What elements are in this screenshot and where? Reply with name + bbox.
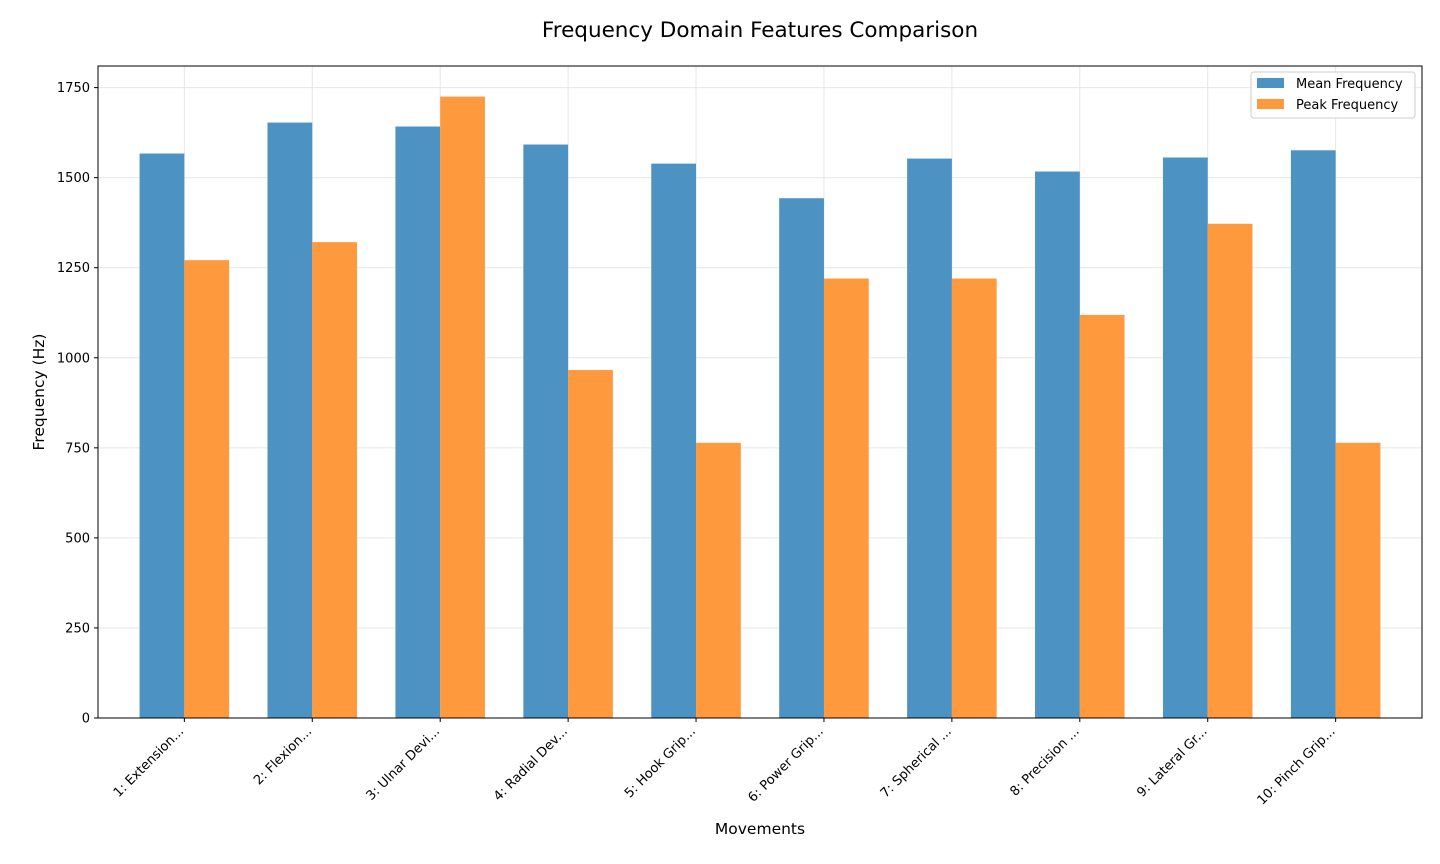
x-tick-label: 5: Hook Grip...	[622, 724, 699, 801]
legend-label-mean: Mean Frequency	[1296, 77, 1403, 92]
y-tick-label: 1750	[57, 81, 90, 96]
plot-area-frame	[97, 65, 1423, 719]
y-axis: 0 250 500 750 1000 1250 1500 1750	[57, 81, 98, 727]
x-tick-label: 6: Power Grip...	[746, 724, 827, 805]
peak-frequency-bar	[951, 278, 997, 718]
peak-frequency-bar	[568, 370, 613, 718]
mean-frequency-bar	[139, 153, 185, 719]
x-axis-title: Movements	[715, 820, 805, 838]
x-tick-label: 3: Ulnar Devi...	[364, 724, 443, 803]
legend-swatch-mean	[1257, 78, 1284, 88]
y-tick-label: 0	[82, 712, 90, 727]
peak-frequency-bar	[696, 442, 741, 718]
peak-frequency-bar	[1079, 314, 1125, 718]
peak-frequency-bar	[1335, 442, 1381, 718]
x-axis: 1: Extension... 2: Flexion... 3: Ulnar Dev…	[111, 718, 1339, 808]
mean-frequency-bar	[1290, 150, 1336, 718]
y-tick-label: 1500	[57, 171, 90, 186]
y-tick-label: 1000	[57, 351, 90, 366]
bars	[139, 96, 1381, 719]
mean-frequency-bar	[395, 126, 441, 718]
y-tick-label: 1250	[57, 261, 90, 276]
y-tick-label: 750	[65, 441, 90, 456]
peak-frequency-bar	[823, 278, 869, 718]
legend: Mean Frequency Peak Frequency	[1250, 71, 1416, 119]
mean-frequency-bar	[267, 122, 313, 719]
legend-label-peak: Peak Frequency	[1296, 98, 1398, 113]
peak-frequency-bar	[184, 260, 230, 718]
mean-frequency-bar	[651, 163, 697, 719]
y-tick-label: 500	[65, 531, 90, 546]
x-tick-label: 10: Pinch Grip...	[1255, 724, 1339, 808]
x-tick-label: 7: Spherical ...	[878, 724, 955, 801]
peak-frequency-bar	[1207, 223, 1253, 718]
peak-frequency-bar	[312, 242, 358, 718]
legend-box	[1250, 71, 1416, 119]
mean-frequency-bar	[523, 144, 569, 718]
x-tick-label: 2: Flexion...	[251, 724, 315, 788]
legend-swatch-peak	[1257, 99, 1284, 109]
x-tick-label: 9: Lateral Gr...	[1134, 724, 1210, 800]
peak-frequency-bar	[440, 96, 485, 719]
x-tick-label: 8: Precision ...	[1007, 724, 1082, 799]
mean-frequency-bar	[779, 198, 824, 718]
mean-frequency-bar	[907, 158, 952, 719]
y-axis-title: Frequency (Hz)	[30, 334, 48, 451]
x-tick-label: 4: Radial Dev...	[491, 724, 571, 804]
x-tick-label: 1: Extension...	[111, 724, 187, 800]
y-tick-label: 250	[65, 621, 90, 636]
mean-frequency-bar	[1162, 157, 1208, 718]
mean-frequency-bar	[1035, 171, 1080, 719]
chart-title: Frequency Domain Features Comparison	[542, 18, 978, 43]
